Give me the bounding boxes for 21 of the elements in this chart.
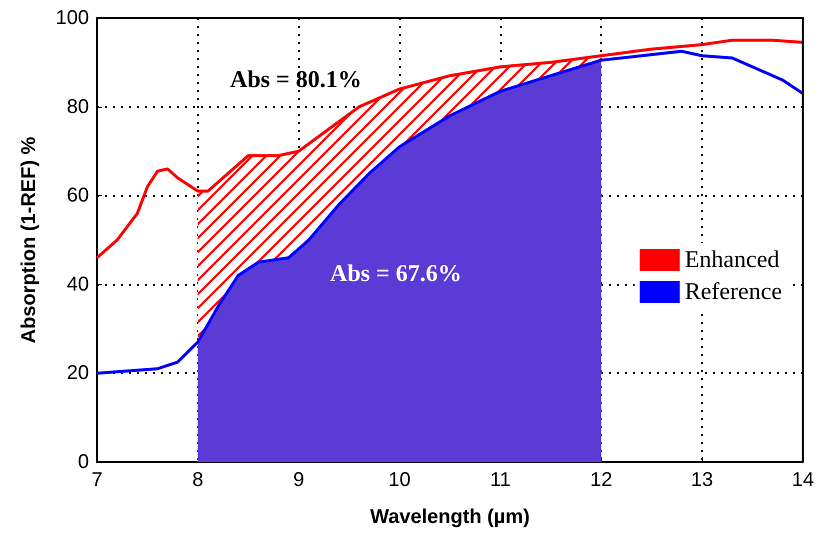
legend-label: Reference	[684, 279, 782, 305]
y-tick-label: 80	[66, 96, 89, 118]
x-tick-label: 11	[490, 469, 511, 491]
y-tick-label: 40	[66, 273, 89, 296]
x-tick-label: 9	[293, 469, 304, 491]
x-axis-title: Wavelength (µm)	[370, 506, 530, 528]
y-tick-label: 0	[78, 451, 89, 473]
y-tick-label: 20	[66, 362, 89, 384]
x-tick-label: 8	[192, 469, 204, 491]
y-tick-label: 60	[66, 184, 89, 207]
annotation: Abs = 80.1%	[230, 67, 362, 93]
x-tick-label: 14	[792, 469, 814, 491]
y-axis-title: Absorption (1-REF) %	[18, 136, 40, 344]
y-tick-label: 100	[56, 7, 89, 29]
x-tick-label: 7	[91, 469, 103, 491]
x-tick-label: 13	[690, 469, 714, 491]
x-tick-label: 10	[388, 469, 411, 491]
x-tick-label: 12	[590, 469, 612, 491]
legend-label: Enhanced	[684, 247, 780, 273]
annotation: Abs = 67.6%	[330, 261, 462, 287]
line-series	[96, 50, 804, 375]
